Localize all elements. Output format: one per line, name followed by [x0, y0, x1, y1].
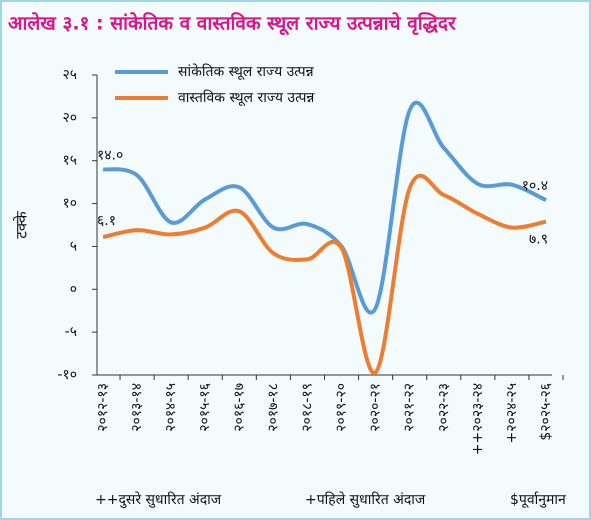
series-line	[102, 100, 547, 315]
x-tick-label: २०१७-१८	[265, 383, 281, 432]
legend-label: वास्तविक स्थूल राज्य उत्पन्न	[178, 89, 315, 106]
data-label: ७.९	[529, 232, 548, 248]
y-tick-label: -५	[65, 324, 77, 340]
x-tick-label: $२०२५-२६	[538, 383, 554, 441]
legend-label: सांकेतिक स्थूल राज्य उत्पन्न	[178, 63, 315, 80]
x-tick-label: २०१६-१७	[231, 383, 247, 432]
y-tick-label: ०	[70, 281, 77, 297]
y-tick-label: ५	[70, 238, 77, 254]
data-label: १४.०	[97, 147, 123, 163]
x-tick-label: २०१२-१३	[95, 383, 111, 432]
note: ++दुसरे सुधारित अंदाज	[95, 491, 222, 509]
y-axis-label: टक्के	[13, 211, 31, 239]
x-tick-label: २०१९-२०	[334, 383, 350, 432]
y-tick-label: २५	[62, 67, 77, 83]
note: +पहिले सुधारित अंदाज	[305, 491, 426, 508]
y-tick-label: २०	[62, 110, 77, 126]
chart-title: आलेख ३.१ : सांकेतिक व वास्तविक स्थूल राज…	[8, 12, 457, 36]
x-tick-label: २०२१-२२	[402, 383, 418, 432]
x-tick-label: +२०२४-२५	[504, 383, 520, 443]
data-label: ६.१	[97, 213, 116, 229]
y-tick-label: -१०	[57, 367, 77, 383]
note: $पूर्वानुमान	[510, 491, 566, 508]
x-tick-label: २०२०-२१	[368, 383, 384, 432]
x-tick-label: २०१४-१५	[163, 383, 179, 432]
y-tick-label: १०	[62, 196, 77, 212]
y-tick-label: १५	[62, 153, 77, 169]
x-tick-label: २०१८-१९	[299, 383, 315, 432]
x-tick-label: ++२०२३-२४	[470, 383, 486, 455]
x-tick-label: २०१५-१६	[197, 383, 213, 432]
data-label: १०.४	[522, 178, 548, 194]
x-tick-label: २०२२-२३	[436, 383, 452, 432]
series-line	[102, 173, 547, 375]
x-tick-label: २०१३-१४	[129, 383, 145, 432]
